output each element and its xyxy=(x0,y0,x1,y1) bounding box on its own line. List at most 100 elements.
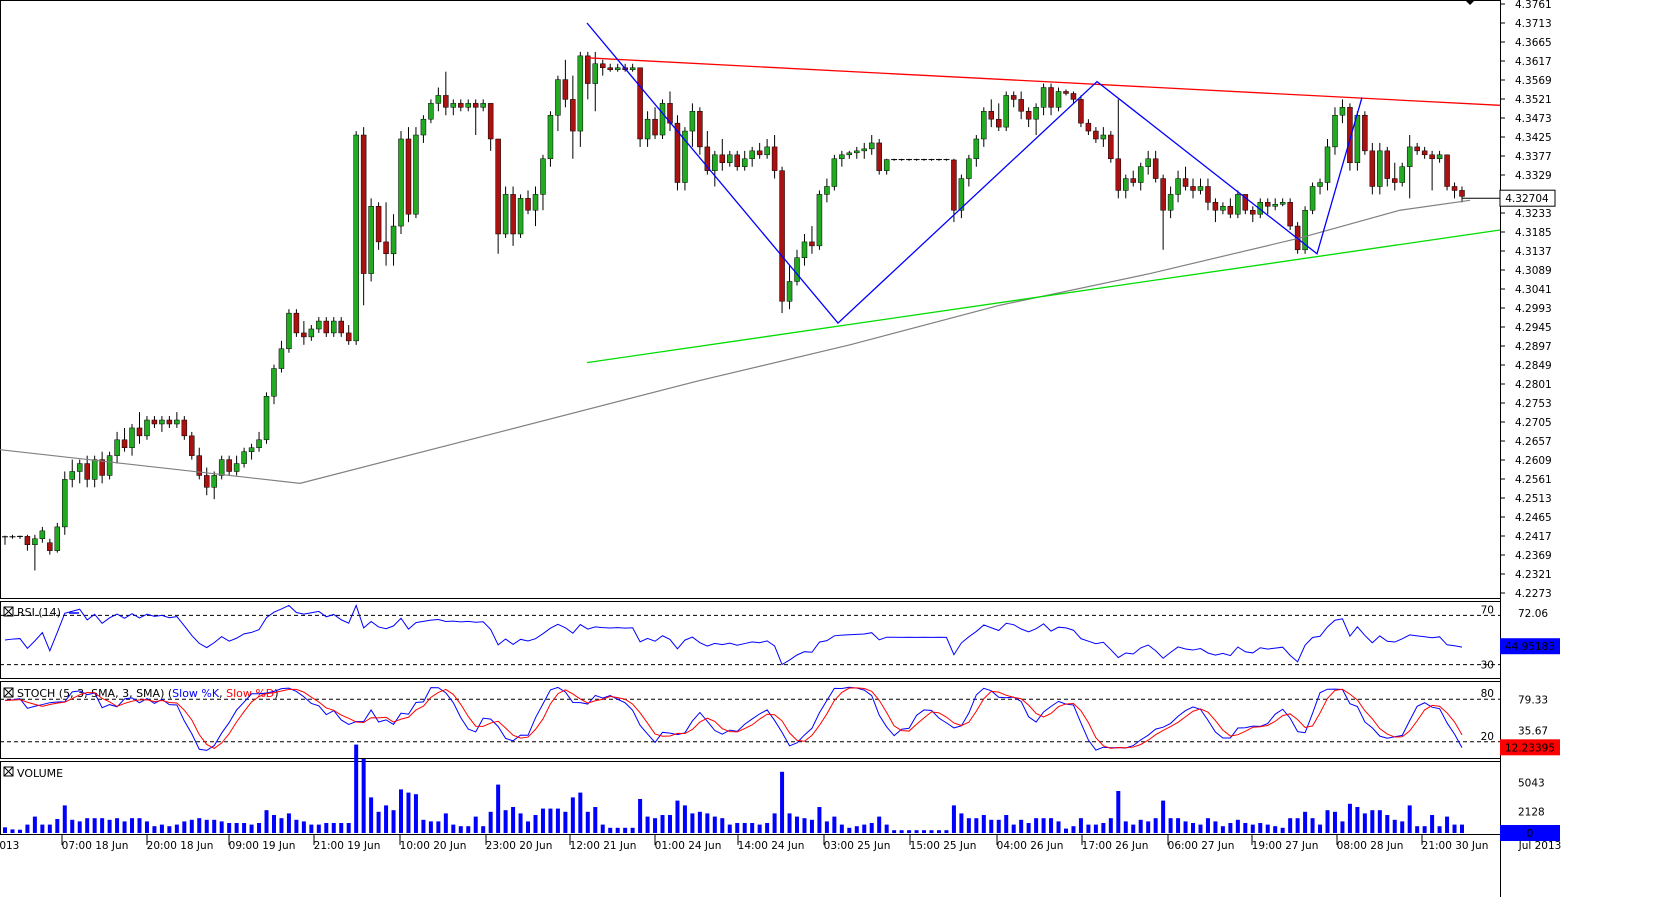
volume-bar xyxy=(242,823,247,833)
time-label: 2013 xyxy=(0,840,19,852)
candle xyxy=(181,416,188,440)
volume-bar xyxy=(570,797,575,833)
candle xyxy=(24,534,31,551)
candle-body xyxy=(951,159,957,211)
candle xyxy=(1070,91,1077,104)
candle-body xyxy=(1093,130,1099,140)
volume-bar xyxy=(488,811,493,833)
candle-body xyxy=(1421,150,1428,156)
candle xyxy=(966,154,972,187)
candle-body xyxy=(1429,154,1435,160)
candle xyxy=(1421,146,1428,159)
candle xyxy=(1414,142,1420,155)
volume-bar xyxy=(780,771,785,833)
time-label: 21:00 30 Jun xyxy=(1422,840,1489,852)
candle-body xyxy=(1010,95,1017,100)
candle xyxy=(1048,83,1054,116)
candle-body xyxy=(846,152,853,156)
time-label: 10:00 20 Jun xyxy=(400,840,467,852)
candle-body xyxy=(211,475,217,488)
volume-bar xyxy=(1071,826,1076,833)
candle-body xyxy=(428,103,434,120)
volume-bar xyxy=(354,744,359,833)
candle-body xyxy=(375,206,382,243)
candle-body xyxy=(1018,99,1024,112)
candle-body xyxy=(472,103,479,108)
candle xyxy=(689,103,696,147)
candle-body xyxy=(331,320,337,334)
price-tick-label: 4.2609 xyxy=(1515,455,1552,467)
volume-bar xyxy=(1205,818,1210,833)
candle-body xyxy=(697,111,703,148)
volume-bar xyxy=(974,818,979,833)
candle-body xyxy=(465,103,472,108)
candle xyxy=(682,127,688,191)
candle-body xyxy=(32,538,38,545)
candle-body xyxy=(995,118,1002,128)
candle-body xyxy=(816,194,823,247)
volume-bar xyxy=(1116,791,1121,833)
candle xyxy=(301,321,307,345)
scroll-marker-icon[interactable] xyxy=(1465,0,1475,5)
volume-bar xyxy=(294,819,299,833)
volume-bar xyxy=(137,818,142,833)
price-tick-label: 4.2993 xyxy=(1515,303,1552,315)
volume-bar xyxy=(877,816,882,833)
volume-bar xyxy=(727,824,732,833)
candle-body xyxy=(607,67,613,70)
volume-bar xyxy=(1086,824,1091,833)
volume-bar xyxy=(85,818,90,833)
candle-body xyxy=(405,138,412,215)
candle-body xyxy=(779,170,785,302)
candle xyxy=(1108,131,1114,163)
candle-body xyxy=(502,194,509,235)
volume-bar xyxy=(339,823,344,833)
volume-bar xyxy=(809,819,814,833)
candle-body xyxy=(1264,202,1271,207)
candle xyxy=(928,158,935,161)
candle-body xyxy=(794,257,800,282)
stoch-legend-k: Slow %K xyxy=(172,687,220,700)
candle xyxy=(562,59,569,108)
candle-body xyxy=(1309,186,1316,211)
candle-body xyxy=(1384,150,1391,179)
volume-bar xyxy=(130,818,135,833)
volume-bar xyxy=(548,808,553,833)
candle xyxy=(510,186,516,246)
candle-body xyxy=(756,150,763,156)
volume-value-label: 0 xyxy=(1527,828,1534,840)
candle xyxy=(1257,198,1264,219)
volume-tick-label: 5043 xyxy=(1518,778,1545,790)
candle xyxy=(1212,198,1219,223)
candle xyxy=(854,146,860,159)
price-tick-label: 4.3233 xyxy=(1515,208,1552,220)
candle xyxy=(525,190,531,215)
time-label: 15:00 25 Jun xyxy=(910,840,977,852)
candle xyxy=(727,150,733,167)
candle xyxy=(121,427,128,452)
candle xyxy=(1182,166,1189,191)
candle xyxy=(1115,99,1122,199)
volume-bar xyxy=(496,784,501,833)
candle xyxy=(54,522,61,553)
candle xyxy=(861,142,868,159)
candle-body xyxy=(1444,154,1450,187)
candle-body xyxy=(1055,91,1062,108)
volume-bar xyxy=(884,824,889,833)
volume-bar xyxy=(279,818,284,833)
volume-bar xyxy=(667,815,672,833)
volume-bar xyxy=(981,815,986,833)
candle-body xyxy=(1063,91,1069,94)
candle-body xyxy=(114,439,120,456)
price-tick-label: 4.2753 xyxy=(1515,398,1552,410)
volume-bar xyxy=(159,824,164,833)
candle-body xyxy=(525,198,531,211)
volume-bar xyxy=(854,826,859,833)
candle xyxy=(719,138,726,171)
price-tick-label: 4.2945 xyxy=(1515,322,1552,334)
candle-body xyxy=(577,55,584,132)
volume-bar xyxy=(264,810,269,833)
candle-body xyxy=(517,198,524,235)
candle-body xyxy=(1257,202,1264,215)
candle xyxy=(308,325,315,341)
